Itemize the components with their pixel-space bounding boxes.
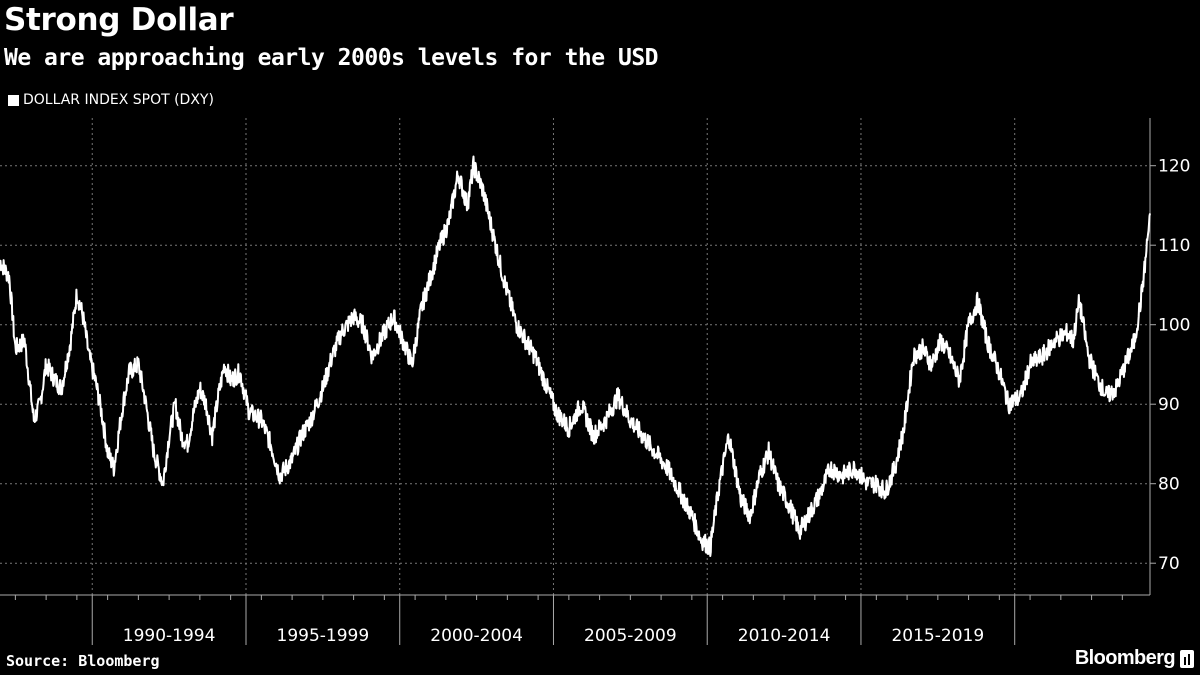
- series-line-dxy: [0, 155, 1151, 557]
- x-tick-label: 2015-2019: [891, 626, 984, 646]
- chart-subtitle: We are approaching early 2000s levels fo…: [4, 45, 659, 71]
- x-tick-label: 2010-2014: [738, 626, 831, 646]
- y-tick-label: 70: [1158, 554, 1180, 574]
- source-note: Source: Bloomberg: [6, 652, 160, 670]
- y-tick-label: 80: [1158, 475, 1180, 495]
- y-tick-label: 110: [1158, 236, 1190, 256]
- chart-title: Strong Dollar: [4, 2, 234, 38]
- legend-swatch: [8, 94, 19, 106]
- terminal-icon: [1180, 649, 1194, 668]
- y-tick-label: 100: [1158, 316, 1190, 336]
- brand-name: Bloomberg: [1074, 647, 1176, 669]
- x-tick-label: 1995-1999: [277, 626, 370, 646]
- chart-legend: DOLLAR INDEX SPOT (DXY): [8, 92, 214, 108]
- x-tick-label: 2005-2009: [584, 626, 677, 646]
- y-tick-label: 90: [1158, 395, 1180, 415]
- y-tick-label: 120: [1158, 157, 1190, 177]
- legend-label: DOLLAR INDEX SPOT (DXY): [23, 92, 214, 108]
- x-tick-label: 1990-1994: [123, 626, 216, 646]
- x-tick-label: 2000-2004: [430, 626, 523, 646]
- brand-logo: Bloomberg: [1075, 647, 1194, 670]
